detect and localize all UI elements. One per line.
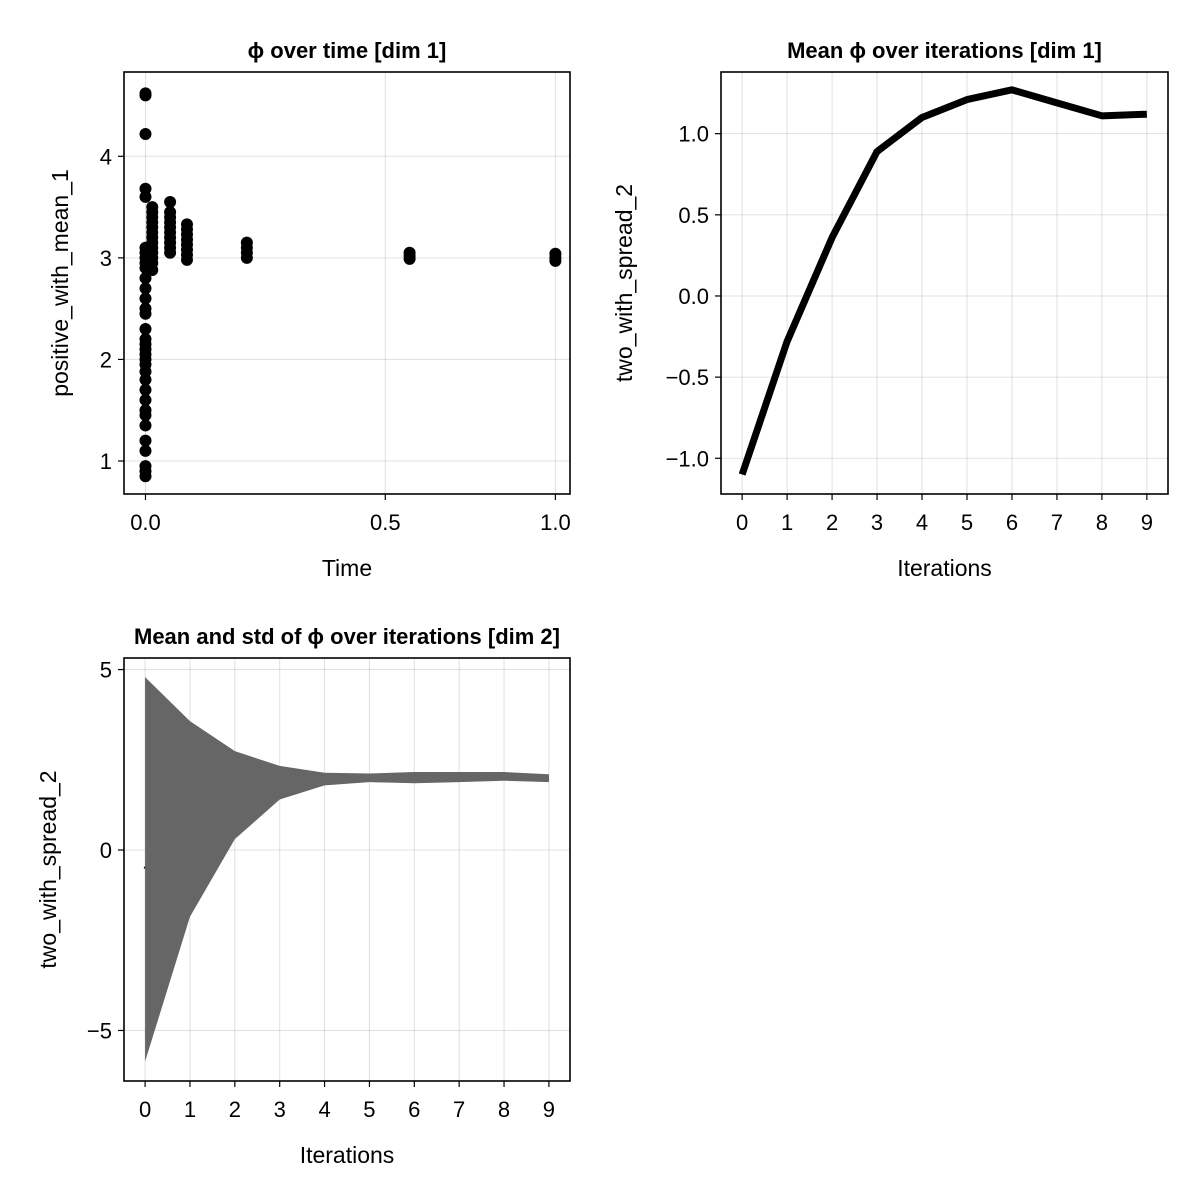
scatter-point bbox=[164, 196, 177, 209]
x-tick-label: 3 bbox=[871, 510, 883, 535]
y-tick-label: 3 bbox=[100, 246, 112, 271]
x-axis-label: Time bbox=[322, 555, 372, 581]
y-axis-label: two_with_spread_2 bbox=[611, 184, 637, 382]
x-tick-label: 5 bbox=[961, 510, 973, 535]
scatter-point bbox=[139, 182, 152, 195]
x-tick-label: 6 bbox=[1006, 510, 1018, 535]
axes-frame bbox=[123, 71, 571, 495]
x-tick-label: 0.0 bbox=[130, 510, 161, 535]
data-layer bbox=[143, 677, 549, 1062]
plot-1: 0.0 0.5 1.0 1 2 3 4 ϕ over time [dim 1] Time posi… bbox=[47, 38, 571, 581]
y-tick-label: −1.0 bbox=[666, 446, 709, 471]
x-tick-label: 0.5 bbox=[370, 510, 401, 535]
y-axis-label: two_with_spread_2 bbox=[35, 770, 61, 968]
x-tick-label: 8 bbox=[498, 1097, 510, 1122]
x-tick-label: 8 bbox=[1096, 510, 1108, 535]
x-tick-label: 7 bbox=[453, 1097, 465, 1122]
scatter-point bbox=[139, 434, 152, 447]
x-tick-label: 9 bbox=[1141, 510, 1153, 535]
axes-frame bbox=[720, 71, 1169, 495]
plot-2: 0 1 2 3 4 5 6 7 8 9 −1.0 −0.5 0.0 0.5 1.0 Mean ϕ over i… bbox=[611, 38, 1169, 581]
mean-line bbox=[738, 86, 1147, 476]
x-tick-label: 7 bbox=[1051, 510, 1063, 535]
y-tick-label: 5 bbox=[100, 658, 112, 683]
scatter-point bbox=[139, 394, 152, 407]
std-band bbox=[145, 677, 549, 1062]
y-tick-label: 4 bbox=[100, 144, 112, 169]
axes-frame bbox=[123, 657, 571, 1082]
scatter-point bbox=[139, 282, 152, 295]
scatter-point bbox=[139, 272, 152, 285]
y-tick-label: 1.0 bbox=[678, 122, 709, 147]
y-tick-label: 1 bbox=[100, 449, 112, 474]
scatter-point bbox=[139, 333, 152, 346]
y-tick-label: 0.0 bbox=[678, 284, 709, 309]
y-axis-label: positive_with_mean_1 bbox=[47, 169, 73, 397]
scatter-point bbox=[146, 201, 159, 214]
plot-3: 0 1 2 3 4 5 6 7 8 9 −5 0 5 Mean and std of ϕ over ite… bbox=[35, 624, 571, 1168]
scatter-point bbox=[240, 236, 253, 249]
scatter-point bbox=[139, 419, 152, 432]
scatter-point bbox=[180, 218, 193, 231]
x-tick-label: 5 bbox=[363, 1097, 375, 1122]
x-tick-label: 3 bbox=[274, 1097, 286, 1122]
x-tick-label: 2 bbox=[826, 510, 838, 535]
y-tick-label: 0 bbox=[100, 838, 112, 863]
x-axis-label: Iterations bbox=[300, 1142, 395, 1168]
y-tick-label: −0.5 bbox=[666, 365, 709, 390]
data-layer bbox=[139, 87, 562, 483]
x-tick-label: 4 bbox=[916, 510, 928, 535]
x-tick-label: 4 bbox=[318, 1097, 330, 1122]
scatter-point bbox=[139, 302, 152, 315]
scatter-point bbox=[139, 292, 152, 305]
x-tick-label: 9 bbox=[543, 1097, 555, 1122]
x-tick-label: 1.0 bbox=[540, 510, 571, 535]
x-tick-label: 2 bbox=[229, 1097, 241, 1122]
scatter-point bbox=[549, 247, 562, 260]
data-layer bbox=[738, 86, 1147, 476]
scatter-point bbox=[139, 444, 152, 457]
scatter-point bbox=[139, 322, 152, 335]
y-tick-label: 2 bbox=[100, 347, 112, 372]
x-axis-label: Iterations bbox=[897, 555, 992, 581]
x-tick-label: 1 bbox=[781, 510, 793, 535]
scatter-point bbox=[403, 246, 416, 259]
chart-title: ϕ over time [dim 1] bbox=[248, 38, 447, 63]
x-tick-label: 6 bbox=[408, 1097, 420, 1122]
x-tick-label: 0 bbox=[139, 1097, 151, 1122]
scatter-point bbox=[139, 127, 152, 140]
x-tick-label: 0 bbox=[736, 510, 748, 535]
chart-title: Mean ϕ over iterations [dim 1] bbox=[787, 38, 1102, 63]
y-tick-label: −5 bbox=[87, 1018, 112, 1043]
scatter-point bbox=[139, 87, 152, 100]
chart-title: Mean and std of ϕ over iterations [dim 2… bbox=[134, 624, 560, 649]
x-tick-label: 1 bbox=[184, 1097, 196, 1122]
scatter-point bbox=[139, 460, 152, 473]
scatter-point bbox=[139, 383, 152, 396]
scatter-point bbox=[139, 404, 152, 417]
y-tick-label: 0.5 bbox=[678, 203, 709, 228]
scatter-point bbox=[164, 206, 177, 219]
